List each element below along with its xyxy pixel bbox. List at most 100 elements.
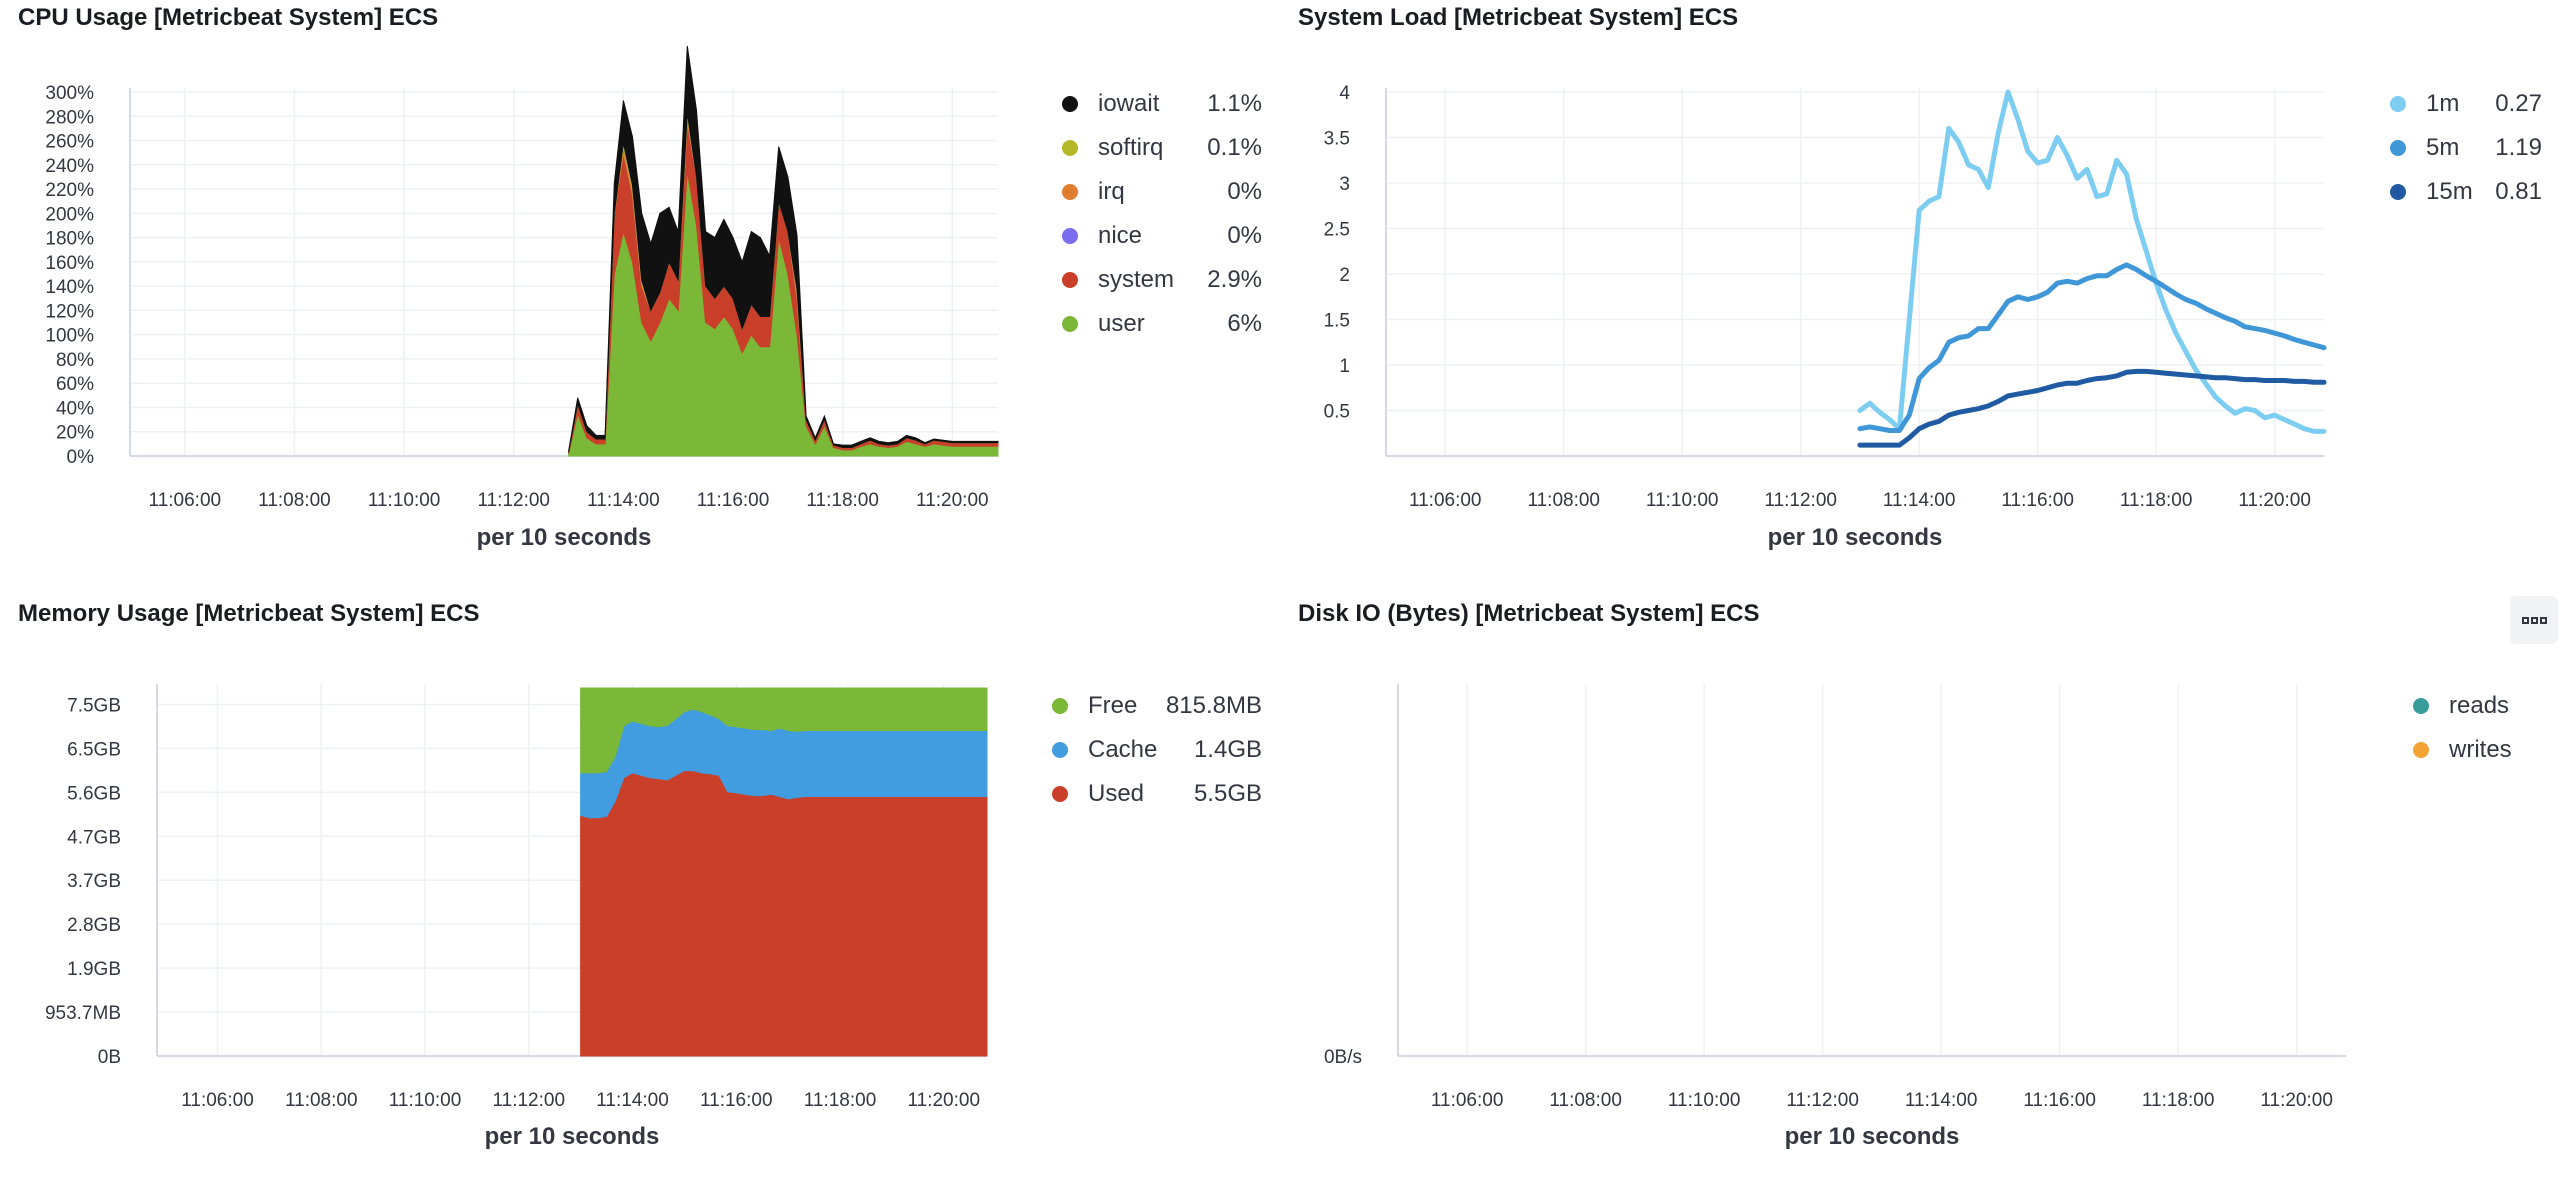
x-axis-label: per 10 seconds xyxy=(485,1123,660,1150)
legend-dot-icon xyxy=(1062,272,1078,288)
options-icon xyxy=(2539,616,2547,624)
legend-dot-icon xyxy=(1062,140,1078,156)
legend-item-writes[interactable]: writes xyxy=(2413,730,2543,770)
legend-dot-icon xyxy=(1062,184,1078,200)
y-tick-label: 160% xyxy=(45,253,94,274)
y-tick-label: 953.7MB xyxy=(45,1003,121,1024)
y-tick-label: 240% xyxy=(45,156,94,177)
x-tick-label: 11:20:00 xyxy=(2260,1090,2333,1111)
y-tick-label: 1.9GB xyxy=(67,959,121,980)
legend-item-softirq[interactable]: softirq 0.1% xyxy=(1062,128,1262,168)
panel-title: System Load [Metricbeat System] ECS xyxy=(1298,4,1739,31)
panel-title: CPU Usage [Metricbeat System] ECS xyxy=(18,4,439,31)
panel-title: Disk IO (Bytes) [Metricbeat System] ECS xyxy=(1298,600,1760,627)
x-tick-label: 11:16:00 xyxy=(2023,1090,2096,1111)
x-axis-label: per 10 seconds xyxy=(477,524,652,551)
y-tick-label: 220% xyxy=(45,180,94,201)
memory-legend: Free 815.8MB Cache 1.4GB Used 5.5GB xyxy=(1052,686,1262,816)
legend-item-1m[interactable]: 1m 0.27 xyxy=(2390,84,2542,124)
y-tick-label: 260% xyxy=(45,132,94,153)
legend-item-15m[interactable]: 15m 0.81 xyxy=(2390,172,2542,212)
legend-item-cache[interactable]: Cache 1.4GB xyxy=(1052,730,1262,770)
y-tick-label: 140% xyxy=(45,277,94,298)
x-tick-label: 11:20:00 xyxy=(916,490,989,511)
legend-label: Used xyxy=(1088,780,1145,807)
legend-item-used[interactable]: Used 5.5GB xyxy=(1052,774,1262,814)
legend-dot-icon xyxy=(2413,742,2429,758)
disk-legend: reads writes xyxy=(2413,686,2543,776)
x-tick-label: 11:20:00 xyxy=(907,1090,980,1111)
legend-item-reads[interactable]: reads xyxy=(2413,686,2543,726)
legend-dot-icon xyxy=(2390,96,2406,112)
x-tick-label: 11:16:00 xyxy=(700,1090,773,1111)
legend-value: 2.9% xyxy=(1207,266,1262,293)
x-tick-label: 11:06:00 xyxy=(1431,1090,1504,1111)
x-tick-label: 11:10:00 xyxy=(1668,1090,1741,1111)
legend-value: 5.5GB xyxy=(1193,780,1262,807)
legend-item-iowait[interactable]: iowait 1.1% xyxy=(1062,84,1262,124)
x-tick-label: 11:14:00 xyxy=(596,1090,669,1111)
legend-dot-icon xyxy=(2390,184,2406,200)
legend-label: writes xyxy=(2449,736,2512,763)
y-tick-label: 280% xyxy=(45,107,94,128)
y-tick-label: 3 xyxy=(1339,174,1350,195)
x-axis-label: per 10 seconds xyxy=(1785,1123,1960,1150)
y-tick-label: 4.7GB xyxy=(67,827,121,848)
load-legend: 1m 0.27 5m 1.19 15m 0.81 xyxy=(2390,84,2542,214)
options-icon xyxy=(2530,616,2538,624)
legend-label: system xyxy=(1098,266,1175,293)
x-tick-label: 11:18:00 xyxy=(2120,490,2193,511)
legend-value: 0.1% xyxy=(1207,134,1262,161)
x-tick-label: 11:12:00 xyxy=(477,490,550,511)
x-tick-label: 11:18:00 xyxy=(804,1090,877,1111)
panel-title: Memory Usage [Metricbeat System] ECS xyxy=(18,600,480,627)
legend-item-nice[interactable]: nice 0% xyxy=(1062,216,1262,256)
legend-value: 0.81 xyxy=(2495,178,2542,205)
memory-chart: 11:06:00 11:08:00 11:10:00 11:12:00 11:14:00… xyxy=(45,684,988,1150)
legend-label: nice xyxy=(1098,222,1143,249)
x-tick-label: 11:06:00 xyxy=(181,1090,254,1111)
y-tick-label: 2.8GB xyxy=(67,915,121,936)
area-series-used xyxy=(580,770,988,1057)
legend-value: 0% xyxy=(1227,222,1262,249)
line-series-15m xyxy=(1857,368,2327,448)
x-tick-label: 11:06:00 xyxy=(1409,490,1482,511)
legend-item-irq[interactable]: irq 0% xyxy=(1062,172,1262,212)
x-tick-label: 11:08:00 xyxy=(1527,490,1600,511)
disk-panel: Disk IO (Bytes) [Metricbeat System] ECS … xyxy=(1280,596,2560,1182)
legend-dot-icon xyxy=(1052,786,1068,802)
cpu-panel: CPU Usage [Metricbeat System] ECS 11:06:… xyxy=(0,0,1280,590)
legend-label: Cache xyxy=(1088,736,1158,763)
legend-item-user[interactable]: user 6% xyxy=(1062,304,1262,344)
legend-value: 1.1% xyxy=(1207,90,1262,117)
x-tick-label: 11:20:00 xyxy=(2238,490,2311,511)
legend-value: 0% xyxy=(1227,178,1262,205)
x-tick-label: 11:10:00 xyxy=(1646,490,1719,511)
y-tick-label: 7.5GB xyxy=(67,695,121,716)
y-tick-label: 0B/s xyxy=(1324,1047,1362,1068)
load-chart: 11:06:00 11:08:00 11:10:00 11:12:00 11:14:00… xyxy=(1324,83,2327,551)
legend-item-5m[interactable]: 5m 1.19 xyxy=(2390,128,2542,168)
legend-label: irq xyxy=(1098,178,1125,205)
x-tick-label: 11:08:00 xyxy=(258,490,331,511)
y-tick-label: 40% xyxy=(56,398,94,419)
legend-label: 1m xyxy=(2426,90,2460,117)
y-tick-label: 6.5GB xyxy=(67,739,121,760)
legend-value: 815.8MB xyxy=(1165,692,1262,719)
cpu-chart: 11:06:00 11:08:00 11:10:00 11:12:00 11:14:00… xyxy=(45,45,999,551)
y-tick-label: 2.5 xyxy=(1324,220,1350,241)
y-tick-label: 0B xyxy=(98,1047,121,1068)
options-icon xyxy=(2521,616,2529,624)
x-tick-label: 11:12:00 xyxy=(1764,490,1837,511)
legend-item-free[interactable]: Free 815.8MB xyxy=(1052,686,1262,726)
y-tick-label: 300% xyxy=(45,83,94,104)
legend-dot-icon xyxy=(1052,698,1068,714)
y-tick-label: 80% xyxy=(56,350,94,371)
y-tick-label: 5.6GB xyxy=(67,783,121,804)
x-tick-label: 11:06:00 xyxy=(149,490,222,511)
legend-item-system[interactable]: system 2.9% xyxy=(1062,260,1262,300)
y-tick-label: 180% xyxy=(45,229,94,250)
y-tick-label: 200% xyxy=(45,204,94,225)
panel-options-button[interactable] xyxy=(2510,596,2558,644)
legend-dot-icon xyxy=(2390,140,2406,156)
